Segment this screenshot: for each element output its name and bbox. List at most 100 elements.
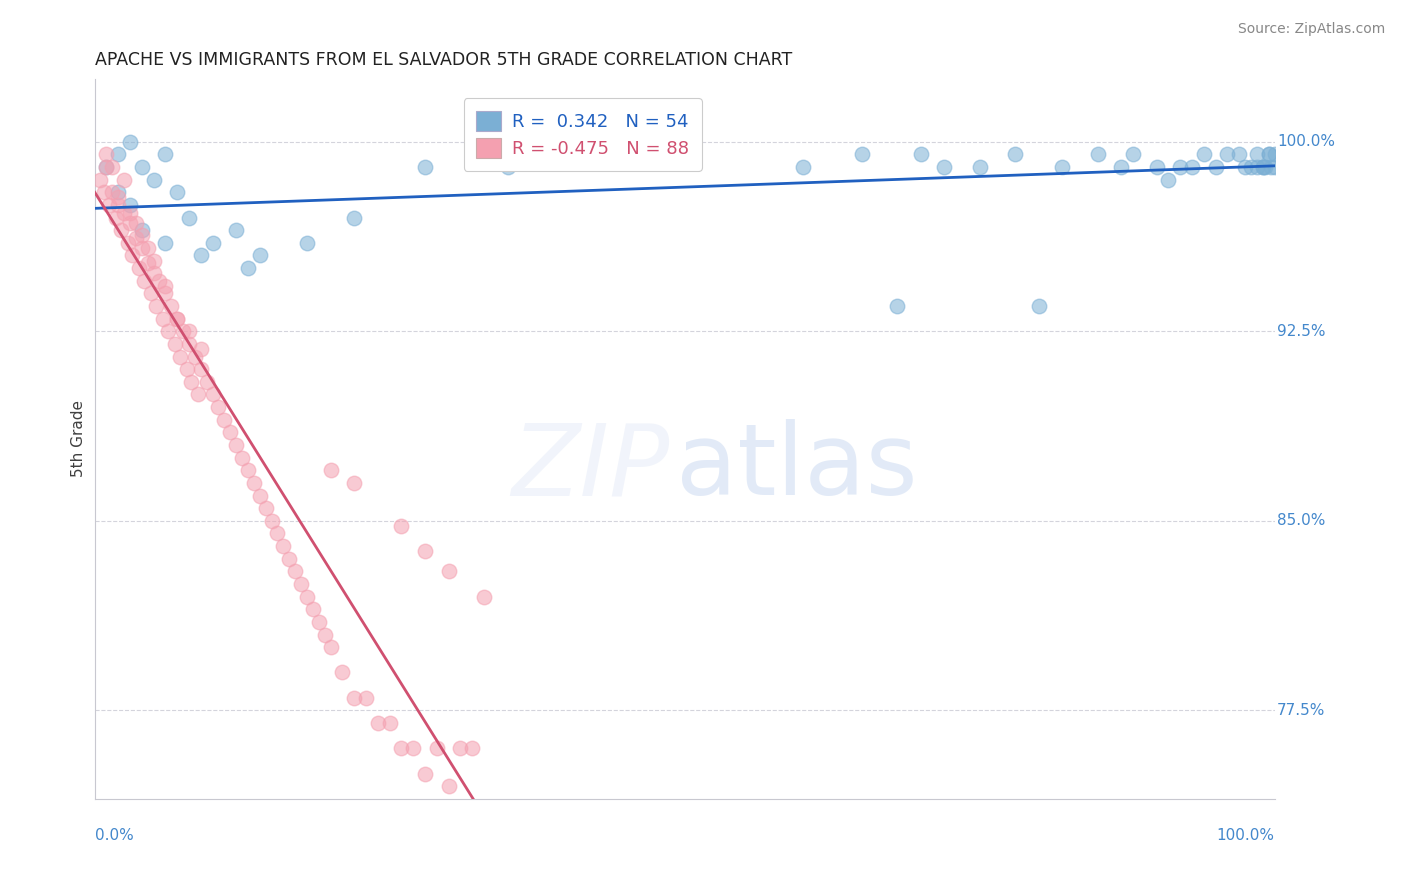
Point <box>437 565 460 579</box>
Point <box>131 160 153 174</box>
Point <box>207 400 229 414</box>
Point <box>101 160 124 174</box>
Point <box>142 253 165 268</box>
Point <box>319 640 342 655</box>
Point <box>155 278 177 293</box>
Point <box>201 387 224 401</box>
Point <box>389 741 412 756</box>
Point <box>225 438 247 452</box>
Text: 0.0%: 0.0% <box>94 828 134 843</box>
Point <box>273 539 295 553</box>
Text: Source: ZipAtlas.com: Source: ZipAtlas.com <box>1237 22 1385 37</box>
Text: 92.5%: 92.5% <box>1277 324 1326 339</box>
Point <box>134 274 156 288</box>
Point <box>1251 160 1274 174</box>
Point <box>107 147 129 161</box>
Point <box>413 544 436 558</box>
Point <box>1216 147 1239 161</box>
Point <box>449 741 471 756</box>
Text: 100.0%: 100.0% <box>1216 828 1275 843</box>
Point <box>302 602 325 616</box>
Point <box>243 475 266 490</box>
Point <box>1227 147 1250 161</box>
Point <box>131 228 153 243</box>
Point <box>332 665 354 680</box>
Point <box>1240 160 1263 174</box>
Point <box>201 235 224 250</box>
Point <box>155 235 177 250</box>
Point <box>402 741 425 756</box>
Point <box>166 186 188 200</box>
Point <box>426 741 449 756</box>
Point <box>886 299 908 313</box>
Text: ZIP: ZIP <box>510 419 669 516</box>
Point <box>125 216 148 230</box>
Point <box>176 362 198 376</box>
Y-axis label: 5th Grade: 5th Grade <box>72 401 86 477</box>
Point <box>343 690 366 705</box>
Point <box>166 311 188 326</box>
Point <box>1257 147 1279 161</box>
Point <box>367 716 389 731</box>
Legend: R =  0.342   N = 54, R = -0.475   N = 88: R = 0.342 N = 54, R = -0.475 N = 88 <box>464 98 702 170</box>
Point <box>163 337 186 351</box>
Point <box>97 198 120 212</box>
Point <box>378 716 401 731</box>
Point <box>195 375 218 389</box>
Point <box>112 172 135 186</box>
Point <box>136 256 159 270</box>
Point <box>1109 160 1132 174</box>
Point <box>214 413 236 427</box>
Point <box>225 223 247 237</box>
Point <box>472 590 495 604</box>
Point <box>101 186 124 200</box>
Point <box>131 223 153 237</box>
Text: atlas: atlas <box>676 419 918 516</box>
Point <box>1122 147 1144 161</box>
Point <box>89 172 111 186</box>
Point <box>249 489 271 503</box>
Point <box>112 205 135 219</box>
Point <box>190 248 212 262</box>
Point <box>128 261 150 276</box>
Point <box>1050 160 1073 174</box>
Point <box>1028 299 1050 313</box>
Point <box>278 551 301 566</box>
Point <box>96 160 118 174</box>
Point <box>437 779 460 793</box>
Point <box>131 241 153 255</box>
Point <box>1004 147 1026 161</box>
Point <box>236 261 259 276</box>
Point <box>141 286 163 301</box>
Point <box>104 211 127 225</box>
Point <box>180 375 202 389</box>
Point <box>152 311 174 326</box>
Point <box>142 266 165 280</box>
Point <box>142 172 165 186</box>
Point <box>354 690 377 705</box>
Text: 100.0%: 100.0% <box>1277 135 1334 149</box>
Point <box>851 147 873 161</box>
Point <box>319 463 342 477</box>
Point <box>389 519 412 533</box>
Point <box>107 198 129 212</box>
Point <box>413 766 436 780</box>
Point <box>118 198 141 212</box>
Point <box>934 160 956 174</box>
Point <box>177 211 200 225</box>
Point <box>284 565 307 579</box>
Text: 77.5%: 77.5% <box>1277 703 1326 718</box>
Point <box>295 235 318 250</box>
Point <box>314 627 336 641</box>
Point <box>1246 147 1268 161</box>
Point <box>190 342 212 356</box>
Point <box>308 615 330 629</box>
Text: 85.0%: 85.0% <box>1277 513 1326 528</box>
Point <box>107 186 129 200</box>
Point <box>249 248 271 262</box>
Point <box>172 324 194 338</box>
Point <box>177 337 200 351</box>
Point <box>1251 160 1274 174</box>
Point <box>169 350 191 364</box>
Point <box>156 324 179 338</box>
